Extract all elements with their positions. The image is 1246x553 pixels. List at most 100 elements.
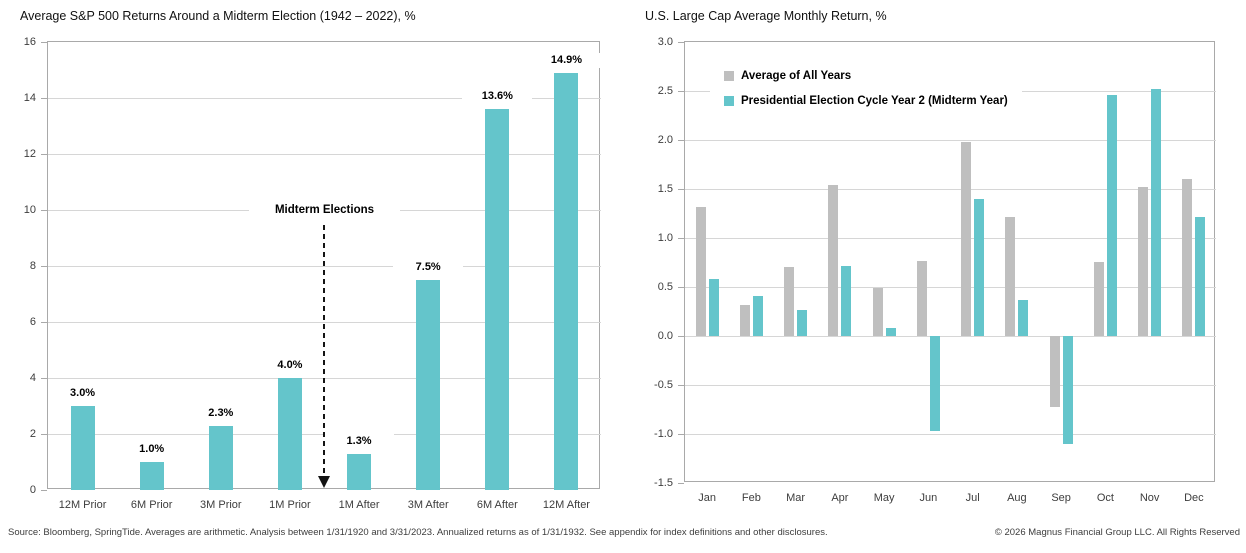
y-axis-tick <box>41 321 47 323</box>
midterm-dashed-arrow-line <box>323 225 325 476</box>
right-chart-title: U.S. Large Cap Average Monthly Return, % <box>645 9 887 23</box>
y-axis-label: 8 <box>29 260 36 272</box>
copyright-note: © 2026 Magnus Financial Group LLC. All R… <box>994 527 1240 538</box>
bar <box>872 287 883 336</box>
bar <box>1005 217 1016 336</box>
bar <box>752 295 763 336</box>
bar-value-label: 14.9% <box>531 52 602 68</box>
gridline <box>685 188 1216 190</box>
y-axis-label: 6 <box>29 316 36 328</box>
bar <box>885 328 896 336</box>
x-axis-label: Dec <box>1184 492 1204 504</box>
bar <box>797 309 808 336</box>
midterm-returns-chart-panel: Average S&P 500 Returns Around a Midterm… <box>0 0 622 520</box>
y-axis-tick <box>41 489 47 491</box>
bar <box>695 206 706 336</box>
footer: Source: Bloomberg, SpringTide. Averages … <box>0 527 1246 543</box>
bar <box>1195 217 1206 336</box>
y-axis-label: 1.0 <box>657 232 673 244</box>
y-axis-tick <box>678 90 684 92</box>
x-axis-label: 3M Prior <box>200 499 242 511</box>
y-axis-tick <box>41 153 47 155</box>
y-axis-label: 12 <box>23 148 36 160</box>
bar <box>208 425 233 490</box>
y-axis-tick <box>41 41 47 43</box>
y-axis-tick <box>678 139 684 141</box>
x-axis-label: Mar <box>786 492 806 504</box>
plot-area: Midterm Elections 0 2 4 6 8 10 12 14 16 12M Prior… <box>24 36 602 511</box>
bar <box>974 198 985 336</box>
bar <box>841 266 852 336</box>
y-axis-label: 0 <box>29 484 36 496</box>
x-axis-label: Jul <box>965 492 980 504</box>
bar <box>1062 336 1073 444</box>
bar-value-label: 2.3% <box>185 405 256 421</box>
bar <box>784 267 795 336</box>
bar-value-label: 1.3% <box>324 433 395 449</box>
y-axis-label: 14 <box>23 92 36 104</box>
legend-label-midterm-year: Presidential Election Cycle Year 2 (Midt… <box>741 95 1008 107</box>
bar <box>554 72 579 490</box>
source-note: Source: Bloomberg, SpringTide. Averages … <box>8 527 828 538</box>
x-axis-label: Jan <box>698 492 716 504</box>
gridline <box>685 286 1216 288</box>
y-axis-label: 0.0 <box>657 330 673 342</box>
bar <box>1182 179 1193 336</box>
gridline <box>685 237 1216 239</box>
left-chart-title: Average S&P 500 Returns Around a Midterm… <box>20 9 416 23</box>
gray-swatch-icon <box>724 71 734 81</box>
x-axis-label: 3M After <box>407 499 449 511</box>
y-axis-label: -0.5 <box>654 379 673 391</box>
y-axis-tick <box>41 433 47 435</box>
x-axis-label: 1M After <box>338 499 380 511</box>
y-axis-tick <box>678 237 684 239</box>
y-axis-tick <box>41 377 47 379</box>
gridline <box>685 384 1216 386</box>
y-axis-label: 1.5 <box>657 183 673 195</box>
bar <box>1093 261 1104 336</box>
y-axis-tick <box>678 433 684 435</box>
x-axis-label: Nov <box>1139 492 1160 504</box>
y-axis-label: -1.0 <box>654 428 673 440</box>
y-axis-label: 0.5 <box>657 281 673 293</box>
y-axis-tick <box>678 41 684 43</box>
bar <box>739 304 750 336</box>
teal-swatch-icon <box>724 96 734 106</box>
bar <box>708 279 719 336</box>
bar <box>1106 94 1117 336</box>
bar <box>70 406 95 490</box>
x-axis-label: 12M After <box>542 499 590 511</box>
chart-legend: Average of All Years Presidential Electi… <box>710 62 1022 115</box>
legend-item-all-years: Average of All Years <box>724 70 1008 82</box>
bar <box>347 453 372 490</box>
y-axis-tick <box>678 384 684 386</box>
x-axis-label: 6M After <box>476 499 518 511</box>
plot-area: Average of All Years Presidential Electi… <box>654 36 1216 504</box>
bar <box>828 185 839 336</box>
y-axis-label: 3.0 <box>657 36 673 48</box>
bar <box>1049 336 1060 407</box>
bar <box>961 141 972 336</box>
x-axis-label: Feb <box>741 492 761 504</box>
x-axis-label: Jun <box>919 492 938 504</box>
bar <box>277 378 302 490</box>
bar <box>1018 299 1029 336</box>
monthly-return-chart-panel: U.S. Large Cap Average Monthly Return, %… <box>640 0 1246 520</box>
bar <box>916 260 927 336</box>
gridline <box>685 139 1216 141</box>
legend-label-all-years: Average of All Years <box>741 70 852 82</box>
bar <box>416 280 441 490</box>
y-axis-label: 4 <box>29 372 36 384</box>
x-axis-label: Oct <box>1096 492 1114 504</box>
x-axis-label: Sep <box>1051 492 1071 504</box>
y-axis-label: 10 <box>23 204 36 216</box>
x-axis-label: 12M Prior <box>58 499 107 511</box>
bar-value-label: 3.0% <box>47 386 118 401</box>
y-axis-label: -1.5 <box>654 477 673 489</box>
x-axis-label: 6M Prior <box>130 499 173 511</box>
x-axis-label: Apr <box>831 492 849 504</box>
y-axis-tick <box>678 188 684 190</box>
y-axis-tick <box>41 97 47 99</box>
gridline <box>48 97 601 99</box>
